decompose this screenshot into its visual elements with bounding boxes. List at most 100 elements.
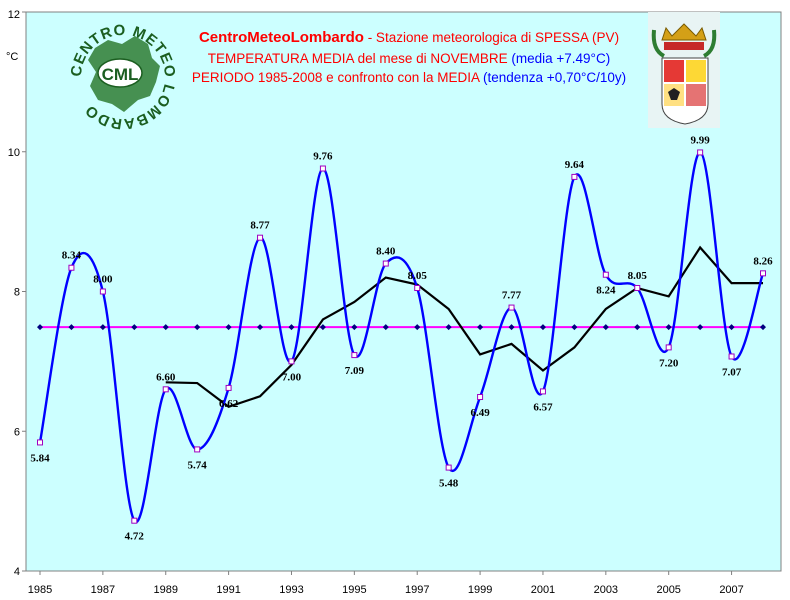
mean-marker [508, 324, 515, 331]
title-temperature: TEMPERATURA MEDIA del mese di NOVEMBRE [208, 51, 508, 66]
mean-marker [351, 324, 358, 331]
data-label: 9.99 [691, 134, 711, 146]
x-tick-label: 1991 [216, 584, 240, 596]
temperature-marker [697, 149, 704, 156]
trend-line [165, 245, 763, 409]
mean-marker [760, 324, 766, 331]
temperature-marker [194, 446, 201, 453]
mean-marker [602, 324, 609, 331]
temperature-marker [602, 271, 609, 278]
y-tick-label: 8 [14, 287, 20, 299]
x-tick-label: 2007 [719, 584, 743, 596]
y-axis-unit-label: °C [6, 51, 18, 63]
mean-marker [99, 324, 106, 331]
mean-marker [477, 324, 484, 331]
temperature-line [38, 151, 765, 524]
mean-marker [131, 324, 138, 331]
mean-marker [414, 324, 421, 331]
mean-marker [225, 324, 232, 331]
data-labels: 5.84 8.34 8.00 4.72 6.60 5.74 6.62 8.77 7.00 9.76… [30, 134, 773, 542]
x-tick-label: 2003 [594, 584, 618, 596]
data-label: 5.74 [188, 459, 208, 471]
data-label: 7.07 [722, 366, 742, 378]
data-label: 7.00 [282, 371, 302, 383]
temperature-marker [414, 285, 421, 292]
chart-title: CentroMeteoLombardo - Stazione meteorolo… [192, 29, 626, 85]
temperature-marker [162, 386, 169, 393]
shield-quarter-checks [686, 60, 706, 82]
mean-marker [68, 324, 75, 331]
data-label: 6.60 [156, 371, 176, 383]
title-trend: (tendenza +0,70°C/10y) [479, 70, 626, 85]
temperature-marker [728, 353, 735, 360]
x-tick-label: 1997 [405, 584, 429, 596]
temperature-marker [225, 384, 232, 391]
temperature-marker [760, 270, 766, 277]
mean-marker [665, 324, 672, 331]
mean-marker [257, 324, 264, 331]
mean-marker [697, 324, 704, 331]
temperature-marker [351, 352, 358, 359]
crown-icon [661, 23, 707, 41]
temperature-marker [539, 388, 546, 395]
data-label: 8.77 [250, 220, 270, 232]
data-label: 8.05 [628, 270, 648, 282]
title-brand: CentroMeteoLombardo [199, 29, 364, 46]
eagle-icon [668, 88, 680, 100]
laurel-left-icon [651, 29, 666, 58]
data-label: 8.05 [408, 270, 428, 282]
y-tick-label: 4 [14, 566, 20, 578]
data-label: 8.24 [596, 285, 616, 297]
x-tick-label: 1987 [91, 584, 115, 596]
data-label: 5.84 [30, 452, 50, 464]
x-tick-label: 1993 [279, 584, 303, 596]
shield-quarter-red [664, 60, 684, 82]
temperature-marker [665, 344, 672, 351]
temperature-markers [37, 149, 766, 524]
y-tick-label: 10 [8, 147, 20, 159]
mean-marker [382, 324, 389, 331]
temperature-marker [571, 173, 578, 180]
data-label: 6.62 [219, 398, 239, 410]
mean-marker [319, 324, 326, 331]
x-tick-label: 1995 [342, 584, 366, 596]
temperature-marker [131, 517, 138, 524]
temperature-marker [257, 234, 264, 241]
data-label: 8.00 [93, 274, 113, 286]
y-tick-label: 6 [14, 426, 20, 438]
coat-of-arms [648, 12, 720, 128]
y-tick-label: 12 [8, 9, 20, 21]
logo-badge [97, 58, 143, 88]
mean-marker [37, 324, 43, 331]
data-label: 7.09 [345, 365, 365, 377]
mean-marker [445, 324, 452, 331]
title-period: PERIODO 1985-2008 e confronto con la MED… [192, 70, 480, 85]
temperature-marker [288, 358, 295, 365]
data-label: 8.34 [62, 250, 82, 262]
temperature-marker [508, 304, 515, 311]
data-label: 7.77 [502, 290, 522, 302]
y-ticks: 4 6 8 10 12 [8, 9, 26, 578]
temperature-marker [634, 285, 641, 292]
x-tick-label: 2001 [531, 584, 555, 596]
data-label: 6.49 [470, 407, 490, 419]
mean-marker [539, 324, 546, 331]
ribbon [664, 42, 704, 50]
data-label: 7.20 [659, 357, 679, 369]
mean-marker [571, 324, 578, 331]
temperature-marker [477, 394, 484, 401]
x-tick-label: 1985 [28, 584, 52, 596]
data-label: 4.72 [125, 531, 145, 543]
title-line-3: PERIODO 1985-2008 e confronto con la MED… [192, 70, 626, 85]
laurel-right-icon [702, 29, 717, 58]
x-tick-label: 1999 [468, 584, 492, 596]
shield-quarter-bottom-red [686, 84, 706, 106]
data-label: 5.48 [439, 478, 459, 490]
title-line-1: CentroMeteoLombardo - Stazione meteorolo… [199, 29, 619, 46]
x-tick-label: 1989 [153, 584, 177, 596]
data-label: 9.76 [313, 151, 333, 163]
temperature-line-group [38, 151, 765, 524]
title-mean: (media +7.49°C) [508, 51, 611, 66]
logo-badge-text: CML [102, 65, 139, 84]
